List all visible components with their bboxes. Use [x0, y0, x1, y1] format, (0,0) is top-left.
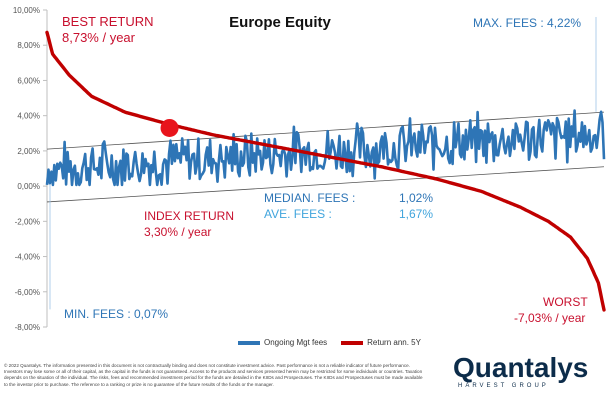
fees-upper-trend	[46, 111, 605, 150]
y-tick-label: -2,00%	[15, 217, 40, 226]
median-fees-label: MEDIAN. FEES :	[264, 191, 356, 205]
median-fees-value: 1,02%	[399, 191, 434, 205]
max-fees-label: MAX. FEES : 4,22%	[473, 16, 582, 30]
y-tick-label: 4,00%	[17, 112, 40, 121]
y-tick-label: 6,00%	[17, 76, 40, 85]
worst-label: WORST	[543, 295, 588, 309]
fees-line	[45, 109, 606, 187]
chart-legend: Ongoing Mgt fees Return ann. 5Y	[238, 338, 421, 347]
logo-tagline: HARVEST GROUP	[458, 383, 549, 389]
index-return-value: 3,30% / year	[144, 225, 212, 239]
fee-trend-lines	[46, 17, 605, 310]
y-axis: 10,00% 8,00% 6,00% 4,00% 2,00% 0,00% -2,00% -4,…	[13, 6, 48, 332]
quantalys-logo: Quantalys HARVEST GROUP	[453, 352, 589, 390]
worst-value: -7,03% / year	[514, 311, 586, 325]
y-tick-label: -4,00%	[15, 253, 40, 262]
index-return-marker	[160, 118, 179, 137]
chart-title: Europe Equity	[229, 14, 331, 31]
y-tick-label: -6,00%	[15, 288, 40, 297]
ave-fees-label: AVE. FEES :	[264, 207, 332, 221]
best-return-label: BEST RETURN	[62, 14, 154, 29]
fees-series	[45, 109, 606, 187]
legend-swatch-return	[341, 340, 364, 345]
y-tick-label: 10,00%	[13, 6, 40, 15]
y-tick-label: 8,00%	[17, 41, 40, 50]
y-tick-label: -8,00%	[15, 323, 40, 332]
index-return-label: INDEX RETURN	[144, 209, 235, 223]
y-tick-label: 0,00%	[17, 182, 40, 191]
legend-label-return: Return ann. 5Y	[367, 338, 421, 347]
return-line	[45, 30, 606, 312]
legend-label-fees: Ongoing Mgt fees	[264, 338, 328, 347]
ave-fees-value: 1,67%	[399, 207, 434, 221]
return-series	[45, 30, 606, 312]
y-tick-label: 2,00%	[17, 147, 40, 156]
disclaimer-text: © 2022 Quantalys. The information presen…	[4, 363, 423, 387]
logo-name: Quantalys	[453, 352, 589, 383]
best-return-value: 8,73% / year	[62, 30, 135, 45]
min-fees-label: MIN. FEES : 0,07%	[64, 307, 169, 321]
legend-swatch-fees	[238, 340, 260, 345]
index-marker	[160, 118, 179, 137]
fees-lower-trend	[46, 166, 605, 203]
